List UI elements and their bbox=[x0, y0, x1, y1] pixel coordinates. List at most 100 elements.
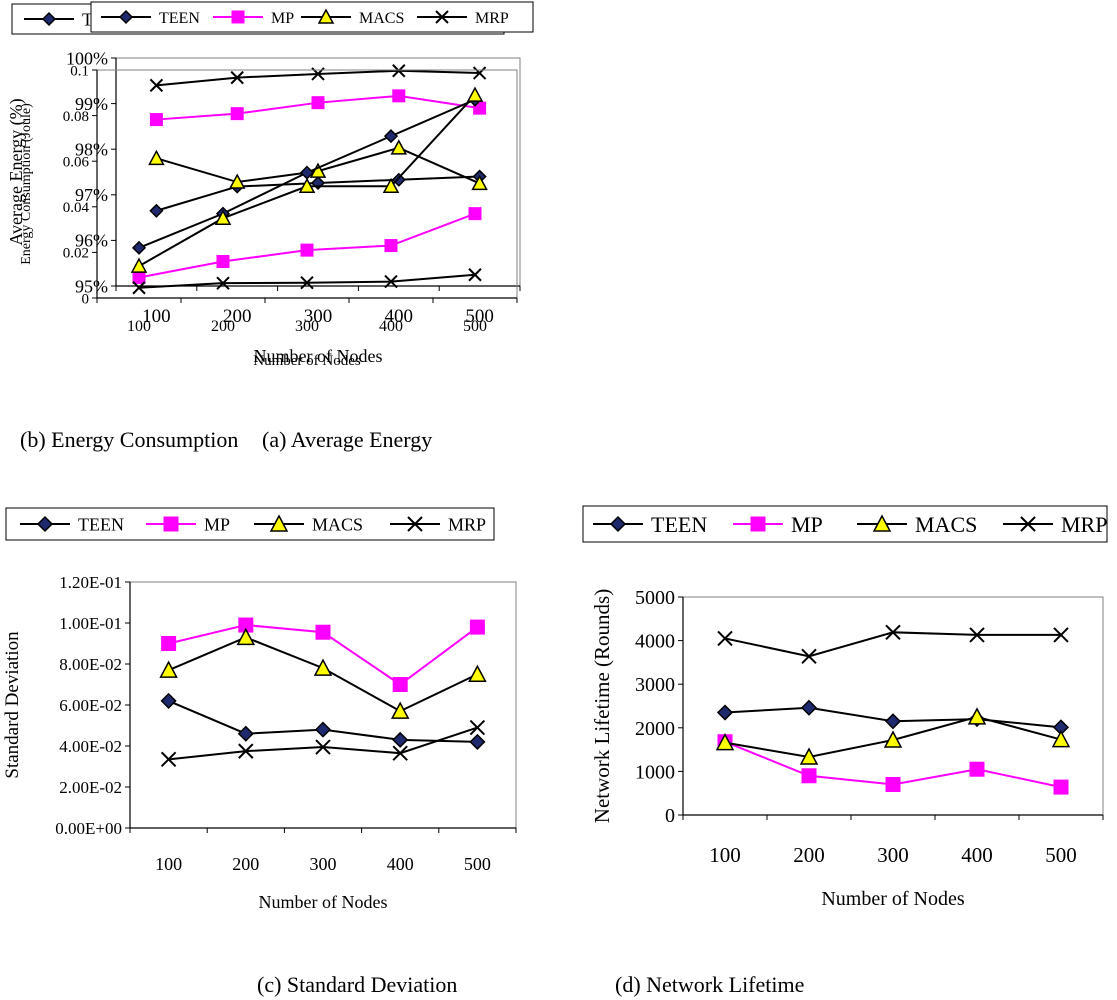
data-point bbox=[132, 281, 146, 295]
data-point bbox=[392, 731, 409, 748]
x-axis-label: Number of Nodes bbox=[254, 346, 383, 366]
y-axis-label: Standard Deviation bbox=[2, 631, 23, 779]
y-tick-label: 97% bbox=[75, 185, 108, 205]
x-tick-label: 500 bbox=[465, 306, 494, 327]
legend-label: MRP bbox=[1061, 512, 1107, 537]
x-tick-label: 200 bbox=[211, 318, 235, 335]
legend-marker bbox=[118, 9, 134, 25]
data-point bbox=[384, 274, 398, 289]
x-tick-label: 400 bbox=[385, 306, 414, 327]
legend-label: TEEN bbox=[651, 512, 707, 537]
x-tick-label: 300 bbox=[304, 306, 333, 327]
legend-marker bbox=[872, 514, 892, 532]
legend: TEEN MP MACS MRP bbox=[5, 507, 495, 541]
x-tick-label: 500 bbox=[464, 854, 491, 874]
data-point bbox=[216, 276, 230, 290]
data-point bbox=[214, 209, 232, 225]
chart-caption: (d) Network Lifetime bbox=[615, 972, 805, 997]
data-point bbox=[390, 139, 408, 155]
data-point bbox=[801, 648, 817, 665]
chart-caption: (a) Average Energy bbox=[262, 427, 433, 452]
y-tick-label: 0.04 bbox=[63, 200, 90, 216]
chart-svg: TEEN MP MACS MRP 0 0.02 0.04 0.06 0.08 0.1 100 200 3… bbox=[19, 1, 534, 369]
legend-marker bbox=[1020, 516, 1036, 532]
y-tick-label: 98% bbox=[75, 140, 108, 160]
x-tick-label: 100 bbox=[709, 843, 741, 867]
y-tick-label: 0.02 bbox=[63, 246, 89, 262]
legend-label: MP bbox=[271, 10, 294, 27]
data-point bbox=[392, 677, 408, 692]
data-point bbox=[313, 658, 333, 676]
data-point bbox=[884, 713, 902, 730]
chart-svg: TEEN MP MACS MRP 0.00E+00 2.00E-02 4.00E-02 6.0… bbox=[2, 507, 517, 912]
data-point bbox=[471, 174, 488, 191]
y-tick-label: 3000 bbox=[635, 674, 675, 696]
legend-item-teen: TEEN bbox=[593, 512, 707, 537]
series-teen bbox=[716, 699, 1070, 736]
legend: TEEN MP MACS MRP bbox=[90, 1, 534, 33]
y-tick-label: 2.00E-02 bbox=[59, 778, 122, 797]
y-tick-label: 0.08 bbox=[63, 109, 89, 125]
data-point bbox=[715, 733, 735, 751]
y-tick-label: 100% bbox=[66, 48, 108, 68]
data-point bbox=[717, 630, 733, 647]
x-axis-label: Number of Nodes bbox=[253, 353, 361, 369]
data-point bbox=[468, 664, 487, 682]
y-tick-label: 0 bbox=[82, 291, 90, 307]
y-axis-label: Average Energy (%) bbox=[6, 98, 27, 245]
legend-marker bbox=[435, 10, 449, 24]
x-axis-label: Number of Nodes bbox=[821, 888, 965, 910]
legend-label: MACS bbox=[312, 514, 363, 534]
legend: TEEN MP MACS MRP bbox=[582, 505, 1108, 543]
y-axis-label: Network Lifetime (Rounds) bbox=[590, 589, 614, 823]
legend-label: MACS bbox=[359, 10, 404, 27]
series-mp bbox=[132, 207, 482, 284]
series-mrp bbox=[717, 624, 1069, 665]
y-tick-label: 99% bbox=[75, 94, 108, 114]
legend-item-mrp: MRP bbox=[1003, 512, 1107, 537]
data-point bbox=[800, 699, 818, 716]
data-point bbox=[801, 768, 817, 784]
data-point bbox=[131, 240, 147, 255]
data-point bbox=[473, 101, 487, 115]
data-point bbox=[238, 743, 254, 759]
plot-area bbox=[129, 581, 517, 829]
data-point bbox=[216, 255, 230, 269]
data-point bbox=[885, 776, 901, 792]
data-point bbox=[160, 751, 177, 768]
y-tick-label: 4.00E-02 bbox=[59, 737, 122, 756]
data-point bbox=[969, 761, 985, 777]
y-tick-label: 95% bbox=[75, 276, 108, 296]
legend-item-mp: MP bbox=[733, 512, 823, 537]
x-tick-label: 200 bbox=[232, 854, 259, 874]
chart-svg: TEEN MP MACS MRP 0 1000 2000 3000 4000 5000 100 200… bbox=[582, 505, 1108, 910]
data-point bbox=[161, 636, 177, 651]
legend-marker bbox=[36, 515, 54, 533]
data-point bbox=[466, 86, 484, 102]
data-point bbox=[149, 113, 163, 127]
data-point bbox=[149, 78, 164, 93]
data-point bbox=[969, 627, 985, 643]
y-tick-label: 1.20E-01 bbox=[59, 573, 122, 592]
series-macs bbox=[130, 86, 484, 273]
data-point bbox=[299, 165, 315, 180]
data-point bbox=[469, 733, 486, 750]
legend-label: MRP bbox=[448, 514, 486, 534]
x-tick-label: 100 bbox=[142, 306, 171, 327]
data-point bbox=[382, 177, 400, 194]
y-tick-label: 8.00E-02 bbox=[59, 655, 122, 674]
series-line bbox=[138, 273, 476, 289]
legend-label: TEEN bbox=[78, 514, 124, 534]
x-axis-label: Number of Nodes bbox=[259, 892, 388, 912]
legend-item-macs: MACS bbox=[857, 512, 977, 537]
x-tick-label: 200 bbox=[793, 843, 825, 867]
data-point bbox=[130, 257, 148, 273]
legend-marker bbox=[609, 515, 627, 533]
series-mrp bbox=[149, 64, 487, 93]
chart-network-lifetime: TEEN MP MACS MRP 0 1000 2000 3000 4000 5000 100 200… bbox=[575, 500, 1117, 1000]
y-tick-label: 96% bbox=[75, 231, 108, 251]
y-tick-label: 1000 bbox=[635, 761, 675, 783]
x-tick-label: 100 bbox=[127, 318, 151, 335]
data-point bbox=[1053, 627, 1069, 643]
data-point bbox=[300, 243, 314, 257]
